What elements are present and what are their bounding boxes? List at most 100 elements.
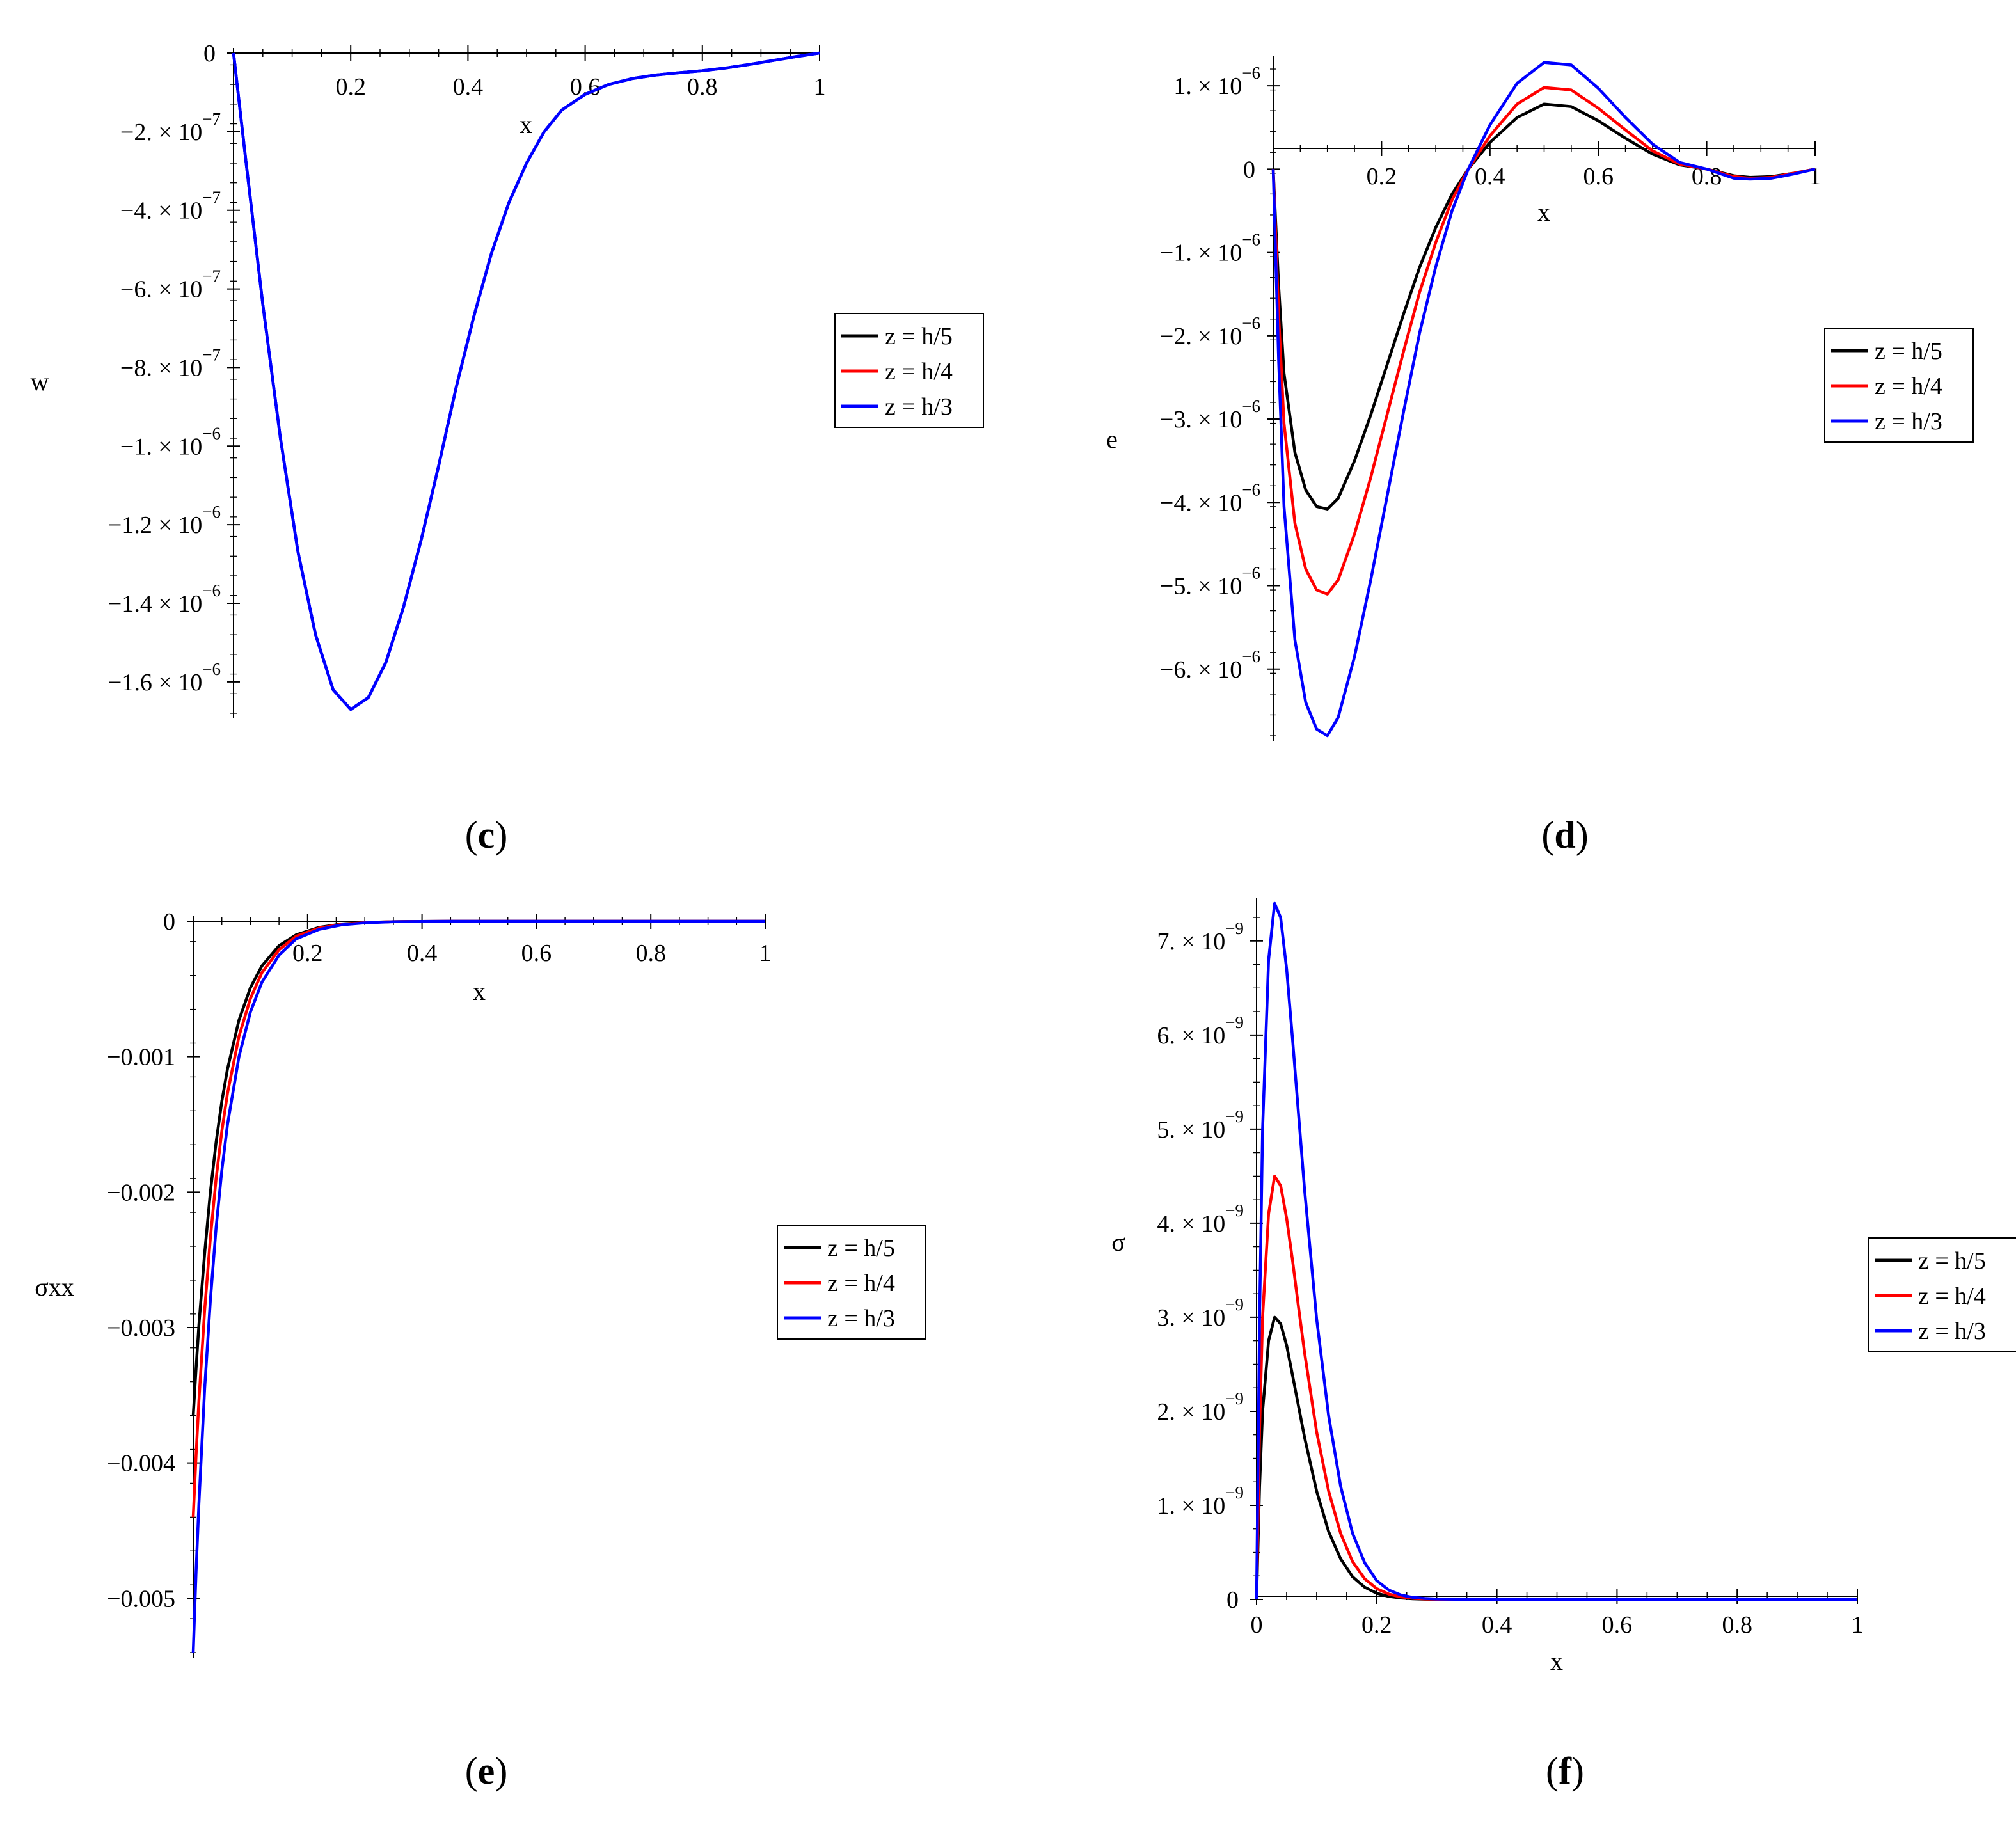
x-tick-label: 1 xyxy=(1809,163,1822,190)
panel-f: 0 0.2 0.4 0.6 0.8 101. × 10−92. × 10−93. × 10… xyxy=(1111,898,2016,1676)
series-line xyxy=(1271,61,1816,738)
y-axis-label: σxx xyxy=(35,1273,74,1301)
caption-f: (f) xyxy=(1546,1750,1584,1792)
caption-e-letter: e xyxy=(478,1750,495,1792)
y-tick-label: 3. × 10−9 xyxy=(1157,1295,1244,1331)
x-tick-label: 0.4 xyxy=(407,940,438,967)
y-tick-mantissa: −2. × 10 xyxy=(120,119,202,146)
y-tick-exponent: −6 xyxy=(202,581,221,600)
series-line xyxy=(191,919,765,1518)
x-tick-label: 0.2 xyxy=(292,940,323,967)
y-tick-exponent: −7 xyxy=(202,345,221,364)
x-tick-label: 0.2 xyxy=(1367,163,1397,190)
y-tick-label: −4. × 10−7 xyxy=(120,188,221,225)
y-tick-mantissa: 2. × 10 xyxy=(1157,1399,1225,1425)
y-tick-label: −8. × 10−7 xyxy=(120,345,221,381)
y-tick-label: 4. × 10−9 xyxy=(1157,1201,1244,1237)
x-tick-label: 0.2 xyxy=(335,74,366,100)
x-tick-label: 0.4 xyxy=(1475,163,1505,190)
y-tick-mantissa: 7. × 10 xyxy=(1157,928,1225,955)
y-axis-label: w xyxy=(31,367,49,396)
x-axis-label: x xyxy=(1537,198,1550,226)
y-tick-label: −6. × 10−7 xyxy=(120,267,221,303)
y-tick-exponent: −6 xyxy=(202,502,221,521)
y-tick-label: 1. × 10−6 xyxy=(1173,63,1260,100)
series-line xyxy=(232,51,820,711)
y-tick-label: −1.4 × 10−6 xyxy=(108,581,221,617)
caption-e: (e) xyxy=(465,1750,508,1792)
caption-d: (d) xyxy=(1541,814,1588,856)
x-axis-label: x xyxy=(1550,1647,1563,1676)
x-tick-label: 0.2 xyxy=(1361,1612,1392,1638)
y-tick-exponent: −6 xyxy=(1242,397,1260,416)
x-tick-label: 0.6 xyxy=(521,940,552,967)
panel-c: 0.2 0.4 0.6 0.8 10−2. × 10−7−4. × 10−7−6. × … xyxy=(31,40,984,718)
y-tick-label: −1.2 × 10−6 xyxy=(108,502,221,539)
y-tick-mantissa: −1.6 × 10 xyxy=(108,669,202,696)
y-tick-exponent: −6 xyxy=(1242,313,1260,333)
y-tick-exponent: −9 xyxy=(1225,1107,1244,1126)
y-tick-mantissa: 1. × 10 xyxy=(1173,73,1242,100)
x-axis-label: x xyxy=(473,977,486,1006)
series-line xyxy=(1255,1175,1857,1601)
y-tick-mantissa: −4. × 10 xyxy=(120,198,202,225)
x-tick-label: 0.6 xyxy=(1583,163,1614,190)
y-tick-label: 0 xyxy=(163,908,175,935)
y-tick-exponent: −7 xyxy=(202,188,221,207)
y-tick-exponent: −6 xyxy=(202,424,221,443)
x-tick-label: 0.6 xyxy=(570,74,601,100)
y-tick-mantissa: −1. × 10 xyxy=(1160,240,1242,267)
y-tick-label: −0.002 xyxy=(107,1179,175,1206)
caption-f-letter: f xyxy=(1559,1750,1572,1792)
y-tick-mantissa: −1.4 × 10 xyxy=(108,591,202,617)
legend-label: z = h/3 xyxy=(1875,408,1942,435)
y-tick-exponent: −7 xyxy=(202,109,221,129)
x-tick-label: 0.8 xyxy=(687,74,718,100)
y-tick-mantissa: −1.2 × 10 xyxy=(108,512,202,539)
legend: z = h/5 z = h/4 z = h/3 xyxy=(777,1225,926,1340)
legend-label: z = h/5 xyxy=(1875,338,1942,365)
legend-label: z = h/4 xyxy=(885,358,953,385)
y-tick-label: 0 xyxy=(1243,156,1255,183)
y-tick-label: 0 xyxy=(1226,1587,1239,1614)
y-tick-label: −0.005 xyxy=(107,1585,175,1612)
y-tick-mantissa: −4. × 10 xyxy=(1160,489,1242,516)
y-tick-label: −1.6 × 10−6 xyxy=(108,660,221,696)
legend-label: z = h/5 xyxy=(827,1235,895,1262)
y-tick-label: −2. × 10−6 xyxy=(1160,313,1260,350)
y-tick-mantissa: 3. × 10 xyxy=(1157,1305,1225,1331)
series-line xyxy=(1271,102,1816,511)
y-tick-label: −1. × 10−6 xyxy=(1160,230,1260,267)
y-tick-mantissa: 5. × 10 xyxy=(1157,1116,1225,1143)
x-tick-label: 0.8 xyxy=(635,940,666,967)
y-tick-label: −3. × 10−6 xyxy=(1160,397,1260,433)
y-tick-mantissa: −6. × 10 xyxy=(120,276,202,303)
y-tick-mantissa: 1. × 10 xyxy=(1157,1493,1225,1519)
y-tick-label: −0.004 xyxy=(107,1450,175,1477)
y-axis-label: σ xyxy=(1111,1228,1125,1257)
y-tick-exponent: −9 xyxy=(1225,1483,1244,1502)
series-line xyxy=(191,919,765,1653)
y-tick-label: −2. × 10−7 xyxy=(120,109,221,146)
y-tick-exponent: −7 xyxy=(202,267,221,286)
y-tick-mantissa: −3. × 10 xyxy=(1160,406,1242,433)
series-line xyxy=(1255,901,1857,1601)
x-axis-label: x xyxy=(520,110,532,139)
y-tick-mantissa: −8. × 10 xyxy=(120,354,202,381)
y-tick-exponent: −6 xyxy=(1242,480,1260,499)
series-line xyxy=(1271,86,1816,596)
x-tick-label: 1 xyxy=(814,74,826,100)
y-tick-mantissa: −6. × 10 xyxy=(1160,656,1242,683)
caption-c: (c) xyxy=(465,814,508,856)
y-tick-exponent: −9 xyxy=(1225,1201,1244,1220)
x-tick-label: 1 xyxy=(759,940,772,967)
y-tick-label: 5. × 10−9 xyxy=(1157,1107,1244,1143)
series-line xyxy=(1255,1315,1857,1601)
x-tick-label: 0.8 xyxy=(1722,1612,1752,1638)
x-tick-label: 0.4 xyxy=(453,74,484,100)
legend-label: z = h/3 xyxy=(1918,1318,1986,1345)
y-tick-exponent: −9 xyxy=(1225,1295,1244,1314)
legend-label: z = h/5 xyxy=(885,323,953,350)
x-tick-label: 0.6 xyxy=(1602,1612,1633,1638)
y-tick-label: −6. × 10−6 xyxy=(1160,647,1260,683)
